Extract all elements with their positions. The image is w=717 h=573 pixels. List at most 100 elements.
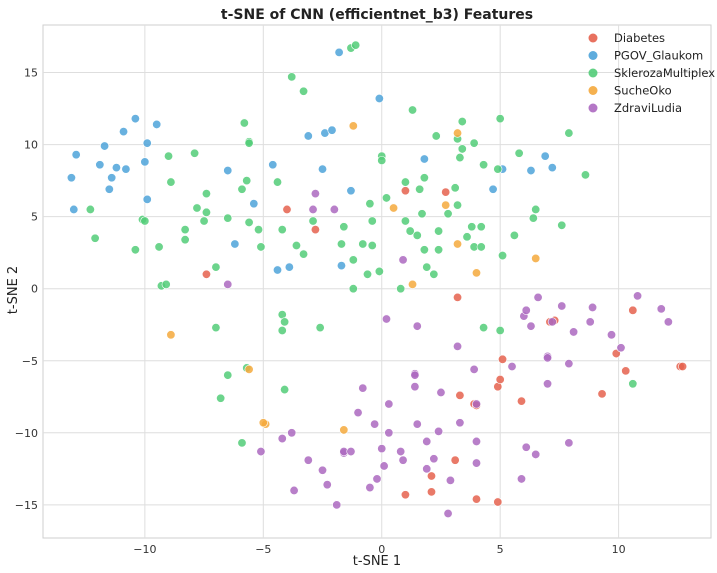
point-zdraviludia [384,428,394,438]
point-zdraviludia [531,449,541,459]
point-sucheoko [339,425,349,435]
point-sklerozamultiplex [498,251,508,261]
point-sklerozamultiplex [476,242,486,252]
point-pgov-glaukom [140,157,150,167]
point-sklerozamultiplex [201,207,211,217]
point-zdraviludia [526,321,536,331]
point-diabetes [611,349,621,359]
point-pgov-glaukom [119,127,129,137]
point-sucheoko [348,121,358,131]
point-pgov-glaukom [547,163,557,173]
point-zdraviludia [422,436,432,446]
point-sklerozamultiplex [351,40,361,50]
point-zdraviludia [569,327,579,337]
x-tick-label: −10 [133,543,156,556]
point-sklerozamultiplex [223,213,233,223]
point-zdraviludia [410,382,420,392]
point-zdraviludia [471,458,481,468]
point-zdraviludia [303,455,313,465]
x-tick-label: 5 [497,543,504,556]
point-sklerozamultiplex [443,209,453,219]
y-tick-label: −15 [15,499,38,512]
point-pgov-glaukom [419,154,429,164]
point-sklerozamultiplex [154,242,164,252]
point-zdraviludia [507,362,517,372]
point-pgov-glaukom [66,173,76,183]
point-zdraviludia [656,304,666,314]
point-sklerozamultiplex [348,255,358,265]
point-zdraviludia [353,408,363,418]
point-pgov-glaukom [130,114,140,124]
point-pgov-glaukom [121,164,131,174]
point-sklerozamultiplex [216,393,226,403]
point-sklerozamultiplex [531,204,541,214]
legend-marker-diabetes [588,33,598,43]
point-sklerozamultiplex [348,284,358,294]
point-zdraviludia [318,465,328,475]
point-sklerozamultiplex [161,279,171,289]
point-pgov-glaukom [374,93,384,103]
point-pgov-glaukom [526,166,536,176]
legend-label-sucheoko: SucheOko [614,84,672,98]
point-sklerozamultiplex [287,72,297,82]
point-sklerozamultiplex [339,222,349,232]
point-zdraviludia [256,447,266,457]
legend-label-pgov-glaukom: PGOV_Glaukom [614,49,703,63]
point-sklerozamultiplex [277,225,287,235]
legend-label-sklerozamultiplex: SklerozaMultiplex [614,66,715,80]
x-axis-label: t-SNE 1 [353,554,401,569]
point-sklerozamultiplex [455,153,465,163]
point-sklerozamultiplex [381,193,391,203]
point-pgov-glaukom [223,166,233,176]
point-pgov-glaukom [268,160,278,170]
point-sklerozamultiplex [242,176,252,186]
point-diabetes [310,225,320,235]
point-zdraviludia [547,317,557,327]
point-diabetes [471,494,481,504]
point-zdraviludia [412,419,422,429]
point-sucheoko [389,203,399,213]
point-sucheoko [441,200,451,210]
point-diabetes [400,186,410,196]
point-sklerozamultiplex [239,118,249,128]
point-zdraviludia [521,305,531,315]
legend-marker-pgov-glaukom [588,51,598,60]
point-zdraviludia [322,480,332,490]
point-zdraviludia [289,485,299,495]
point-zdraviludia [633,291,643,301]
point-pgov-glaukom [346,186,356,196]
point-pgov-glaukom [142,138,152,148]
point-sklerozamultiplex [564,128,574,138]
point-diabetes [495,374,505,384]
point-sklerozamultiplex [308,216,318,226]
point-sklerozamultiplex [495,114,505,124]
point-sklerozamultiplex [450,183,460,193]
point-sklerozamultiplex [237,438,247,448]
point-sucheoko [244,364,254,374]
point-sklerozamultiplex [419,245,429,255]
point-pgov-glaukom [327,125,337,135]
point-sklerozamultiplex [396,284,406,294]
chart-title: t-SNE of CNN (efficientnet_b3) Features [221,7,533,23]
x-tick-label: 10 [612,543,626,556]
point-sklerozamultiplex [479,160,489,170]
point-zdraviludia [223,279,233,289]
point-sklerozamultiplex [408,105,418,115]
point-sklerozamultiplex [431,131,441,141]
point-sklerozamultiplex [211,323,221,333]
y-tick-label: 15 [24,67,38,80]
point-sklerozamultiplex [434,245,444,255]
point-zdraviludia [663,317,673,327]
point-zdraviludia [372,474,382,484]
legend: Diabetes PGOV_Glaukom SklerozaMultiplex Suc… [588,31,715,115]
point-zdraviludia [521,442,531,452]
point-sklerozamultiplex [299,249,309,259]
point-zdraviludia [412,321,422,331]
point-zdraviludia [543,353,553,363]
point-zdraviludia [436,387,446,397]
point-sklerozamultiplex [557,220,567,230]
point-sklerozamultiplex [256,242,266,252]
x-tick-label: 0 [378,543,385,556]
point-sucheoko [408,279,418,289]
point-sklerozamultiplex [400,177,410,187]
